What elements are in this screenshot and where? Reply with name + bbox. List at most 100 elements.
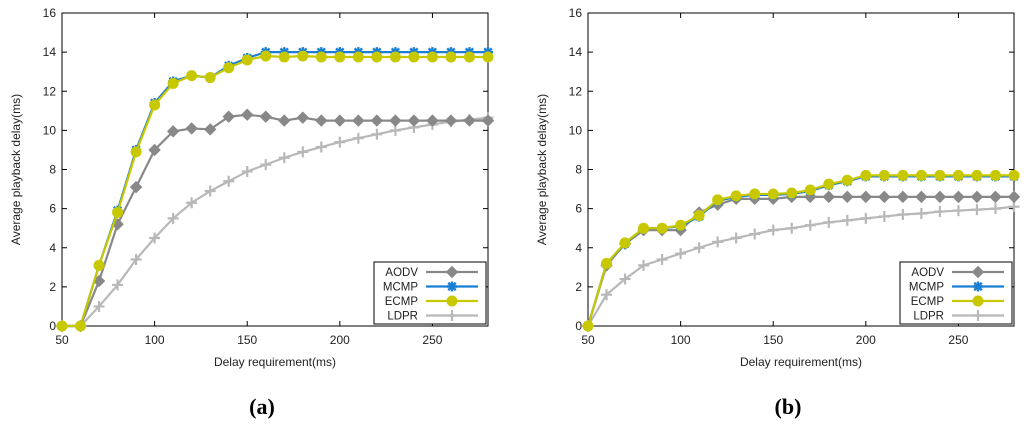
data-point-ecmp: [694, 210, 704, 220]
y-tick-label: 8: [49, 163, 56, 177]
figure: 0 2 4 6 8 10 12 14 16 50 100 150 200 250 Delay require…: [0, 0, 1024, 428]
data-point-ecmp: [150, 100, 160, 110]
x-tick-label: 150: [237, 333, 257, 347]
y-tick-label: 10: [569, 123, 583, 137]
data-point-ldpr: [842, 215, 853, 226]
legend-label: ECMP: [385, 296, 419, 308]
data-point-ecmp: [639, 223, 649, 233]
data-point-aodv: [916, 191, 927, 202]
data-point-ldpr: [823, 217, 834, 228]
data-point-ecmp: [427, 52, 437, 62]
data-point-ldpr: [279, 152, 290, 163]
chart-svg: 024681012141650 100 150 200 250Delay require…: [0, 0, 1024, 428]
data-point-ldpr: [353, 133, 364, 144]
data-point-ecmp: [824, 179, 834, 189]
data-point-aodv: [953, 191, 964, 202]
data-point-ldpr: [371, 129, 382, 140]
data-point-ecmp: [583, 321, 593, 331]
data-point-ecmp: [224, 63, 234, 73]
data-point-ecmp: [916, 170, 926, 180]
data-point-ecmp: [935, 170, 945, 180]
data-point-ldpr: [860, 213, 871, 224]
legend-marker-mcmp: [973, 282, 983, 292]
x-tick-label: 200: [330, 333, 350, 347]
data-point-ecmp: [242, 55, 252, 65]
data-point-ecmp: [620, 238, 630, 248]
data-point-aodv: [316, 115, 327, 126]
data-point-ldpr: [897, 209, 908, 220]
panel-1: 0 2 4 6 8 10 12 14 16 50 100 150 200 250 Delay require…: [9, 6, 494, 419]
y-tick-label: 10: [43, 123, 57, 137]
data-point-ecmp: [94, 260, 104, 270]
data-point-ecmp: [76, 321, 86, 331]
x-axis-label: Delay requirement(ms): [740, 355, 862, 369]
data-point-aodv: [879, 191, 890, 202]
legend-label: MCMP: [383, 282, 418, 294]
y-tick-label: 2: [49, 280, 56, 294]
y-tick-label: 8: [575, 163, 582, 177]
data-point-ecmp: [168, 78, 178, 88]
data-point-aodv: [1009, 191, 1020, 202]
data-point-ecmp: [113, 208, 123, 218]
data-point-ldpr: [223, 176, 234, 187]
data-point-aodv: [464, 115, 475, 126]
x-tick-label: 250: [948, 333, 968, 347]
data-point-ecmp: [676, 220, 686, 230]
data-point-ldpr: [205, 186, 216, 197]
legend-marker-mcmp: [447, 282, 457, 292]
y-tick-label: 2: [575, 280, 582, 294]
data-point-ecmp: [1009, 170, 1019, 180]
data-point-ldpr: [879, 211, 890, 222]
y-tick-label: 6: [49, 202, 56, 216]
legend-label: MCMP: [909, 282, 944, 294]
data-point-ecmp: [390, 52, 400, 62]
data-point-ldpr: [675, 248, 686, 259]
data-point-ecmp: [953, 170, 963, 180]
data-point-aodv: [842, 191, 853, 202]
data-point-ldpr: [990, 203, 1001, 214]
data-point-aodv: [860, 191, 871, 202]
data-point-ldpr: [731, 232, 742, 243]
panel-2: 024681012141650 100 150 200 250Delay require…: [535, 6, 1020, 419]
data-point-ldpr: [749, 229, 760, 240]
legend-label: AODV: [385, 267, 418, 279]
data-point-ecmp: [805, 185, 815, 195]
data-point-aodv: [353, 115, 364, 126]
x-tick-label: 50: [581, 333, 595, 347]
data-point-aodv: [334, 115, 345, 126]
data-point-ecmp: [602, 258, 612, 268]
y-tick-label: 12: [569, 84, 583, 98]
data-point-ecmp: [57, 321, 67, 331]
panel-label: (a): [249, 394, 275, 419]
data-point-aodv: [823, 191, 834, 202]
data-point-ldpr: [786, 223, 797, 234]
y-tick-label: 0: [575, 319, 582, 333]
data-point-ldpr: [334, 137, 345, 148]
data-point-ecmp: [750, 189, 760, 199]
data-point-ecmp: [713, 195, 723, 205]
y-tick-label: 16: [43, 6, 57, 20]
legend-label: LDPR: [913, 311, 944, 323]
data-point-ldpr: [694, 242, 705, 253]
y-tick-label: 16: [569, 6, 583, 20]
legend-marker-ecmp: [447, 296, 457, 306]
data-point-ldpr: [953, 205, 964, 216]
data-point-ecmp: [372, 52, 382, 62]
legend-label: AODV: [911, 267, 944, 279]
y-tick-label: 6: [575, 202, 582, 216]
data-point-ecmp: [353, 52, 363, 62]
data-point-ecmp: [972, 170, 982, 180]
data-point-ecmp: [205, 73, 215, 83]
panel-label: (b): [775, 394, 802, 419]
data-point-ldpr: [316, 142, 327, 153]
y-tick-label: 14: [569, 45, 583, 59]
y-tick-label: 14: [43, 45, 57, 59]
data-point-ecmp: [261, 51, 271, 61]
y-tick-label: 4: [49, 241, 56, 255]
data-point-aodv: [445, 115, 456, 126]
y-axis-label: Average playback delay(ms): [535, 94, 549, 245]
data-point-ecmp: [409, 52, 419, 62]
data-point-ecmp: [298, 51, 308, 61]
legend-label: LDPR: [387, 311, 418, 323]
data-point-ecmp: [464, 52, 474, 62]
